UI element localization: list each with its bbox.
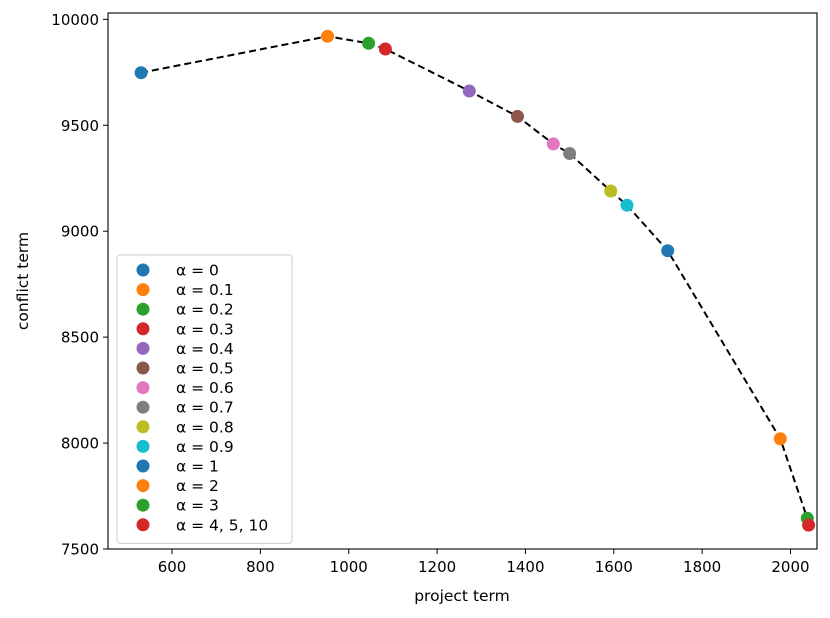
x-tick-label: 1800 bbox=[683, 558, 721, 576]
legend-marker bbox=[136, 459, 150, 473]
legend-marker bbox=[136, 322, 150, 336]
y-tick-label: 9500 bbox=[61, 117, 99, 135]
x-tick-label: 600 bbox=[158, 558, 187, 576]
legend-label: α = 1 bbox=[176, 458, 219, 476]
data-point bbox=[462, 84, 476, 98]
data-point bbox=[546, 137, 560, 151]
legend-label: α = 0.2 bbox=[176, 301, 234, 319]
y-axis-label: conflict term bbox=[14, 232, 32, 330]
legend-label: α = 0.5 bbox=[176, 360, 234, 378]
x-tick-label: 1400 bbox=[506, 558, 544, 576]
y-tick-label: 8000 bbox=[61, 435, 99, 453]
legend-marker bbox=[136, 420, 150, 434]
data-point bbox=[134, 66, 148, 80]
legend-label: α = 0.3 bbox=[176, 320, 234, 338]
data-point bbox=[511, 109, 524, 123]
legend-label: α = 3 bbox=[176, 497, 219, 515]
y-axis: 7500 8000 8500 9000 9500 10000 bbox=[51, 11, 108, 559]
x-tick-label: 1000 bbox=[330, 558, 368, 576]
legend: α = 0α = 0.1 α = 0.2α = 0.3 α = 0.4 α = 0.5… bbox=[116, 254, 293, 544]
legend-marker bbox=[136, 381, 150, 395]
data-point bbox=[620, 198, 634, 212]
legend-marker bbox=[136, 518, 150, 532]
legend-label: α = 0 bbox=[176, 262, 219, 280]
data-point bbox=[773, 432, 787, 446]
legend-label: α = 2 bbox=[176, 477, 219, 495]
data-point bbox=[604, 184, 618, 198]
y-tick-label: 10000 bbox=[51, 11, 99, 29]
legend-marker bbox=[136, 302, 150, 316]
x-axis: 600 800 1000 1200 1400 1600 1800 2000 bbox=[158, 549, 810, 576]
x-tick-label: 2000 bbox=[771, 558, 809, 576]
x-tick-label: 800 bbox=[246, 558, 275, 576]
legend-marker bbox=[136, 439, 150, 453]
legend-label: α = 0.1 bbox=[176, 281, 234, 299]
legend-marker bbox=[136, 479, 150, 493]
legend-label: α = 0.9 bbox=[176, 438, 234, 456]
y-tick-label: 7500 bbox=[61, 541, 99, 559]
legend-label: α = 4, 5, 10 bbox=[176, 516, 268, 534]
legend-marker bbox=[136, 283, 150, 297]
legend-label: α = 0.6 bbox=[176, 379, 234, 397]
legend-marker bbox=[136, 498, 150, 512]
x-tick-label: 1200 bbox=[418, 558, 456, 576]
legend-marker bbox=[136, 361, 150, 375]
legend-marker bbox=[136, 400, 150, 414]
plot-frame bbox=[107, 12, 818, 550]
data-point bbox=[563, 147, 577, 160]
legend-label: α = 0.7 bbox=[176, 399, 234, 417]
x-axis-label: project term bbox=[414, 587, 510, 605]
data-point bbox=[661, 244, 675, 258]
legend-label: α = 0.4 bbox=[176, 340, 234, 358]
data-point bbox=[378, 42, 392, 56]
data-point bbox=[362, 36, 376, 50]
legend-marker bbox=[136, 341, 150, 355]
x-tick-label: 1600 bbox=[595, 558, 633, 576]
legend-marker bbox=[136, 263, 150, 277]
y-tick-label: 9000 bbox=[61, 223, 99, 241]
y-tick-label: 8500 bbox=[61, 329, 99, 347]
data-point bbox=[321, 29, 334, 43]
data-point bbox=[802, 518, 816, 532]
points-layer bbox=[134, 29, 816, 532]
legend-box bbox=[116, 254, 293, 544]
legend-label: α = 0.8 bbox=[176, 418, 234, 436]
